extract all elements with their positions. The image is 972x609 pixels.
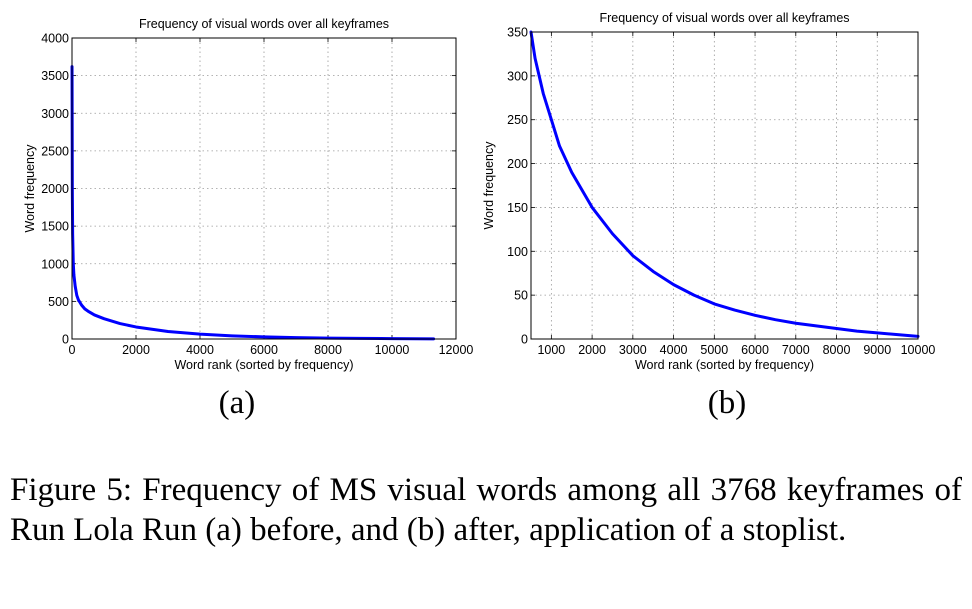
y-tick-label: 100 <box>507 245 528 259</box>
x-tick-label: 1000 <box>537 343 565 357</box>
chart-panel-b: Frequency of visual words over all keyfr… <box>480 0 972 440</box>
x-tick-label: 9000 <box>863 343 891 357</box>
series-line-0 <box>529 30 920 338</box>
y-tick-label: 2500 <box>41 144 69 158</box>
x-tick-label: 10000 <box>901 343 936 357</box>
x-axis-label: Word rank (sorted by frequency) <box>635 358 814 372</box>
y-tick-label: 0 <box>521 333 528 347</box>
x-tick-label: 12000 <box>439 343 474 357</box>
y-tick-label: 2000 <box>41 182 69 196</box>
plot-frame <box>71 37 457 340</box>
subfigure-label-b: (b) <box>707 385 747 421</box>
plot-frame <box>530 31 919 340</box>
y-tick-label: 350 <box>507 26 528 40</box>
y-axis-label: Word frequency <box>482 141 496 230</box>
x-tick-label: 4000 <box>186 343 214 357</box>
y-axis-label: Word frequency <box>23 144 37 233</box>
y-tick-label: 3000 <box>41 107 69 121</box>
y-tick-label: 4000 <box>41 32 69 46</box>
figure-caption: Figure 5: Frequency of MS visual words a… <box>10 472 962 548</box>
x-tick-label: 8000 <box>823 343 851 357</box>
x-tick-label: 3000 <box>619 343 647 357</box>
y-tick-label: 300 <box>507 69 528 83</box>
y-tick-label: 50 <box>514 289 528 303</box>
x-tick-label: 8000 <box>314 343 342 357</box>
series-line-0 <box>70 65 436 341</box>
y-tick-label: 200 <box>507 157 528 171</box>
x-tick-label: 5000 <box>700 343 728 357</box>
x-tick-label: 6000 <box>741 343 769 357</box>
chart-a: Frequency of visual words over all keyfr… <box>23 17 474 372</box>
x-tick-label: 10000 <box>375 343 410 357</box>
y-tick-label: 0 <box>62 333 69 347</box>
y-tick-label: 150 <box>507 201 528 215</box>
chart-title: Frequency of visual words over all keyfr… <box>599 11 849 25</box>
x-tick-label: 7000 <box>782 343 810 357</box>
subfigure-label-a: (a) <box>218 385 256 421</box>
x-tick-label: 0 <box>69 343 76 357</box>
x-tick-label: 6000 <box>250 343 278 357</box>
x-tick-label: 4000 <box>660 343 688 357</box>
y-tick-label: 3500 <box>41 69 69 83</box>
y-tick-label: 1000 <box>41 257 69 271</box>
x-tick-label: 2000 <box>122 343 150 357</box>
y-tick-label: 1500 <box>41 220 69 234</box>
x-tick-label: 2000 <box>578 343 606 357</box>
x-axis-label: Word rank (sorted by frequency) <box>174 358 353 372</box>
chart-title: Frequency of visual words over all keyfr… <box>139 17 389 31</box>
chart-b: Frequency of visual words over all keyfr… <box>482 11 936 372</box>
chart-panel-a: Frequency of visual words over all keyfr… <box>0 0 480 440</box>
y-tick-label: 250 <box>507 113 528 127</box>
y-tick-label: 500 <box>48 295 69 309</box>
